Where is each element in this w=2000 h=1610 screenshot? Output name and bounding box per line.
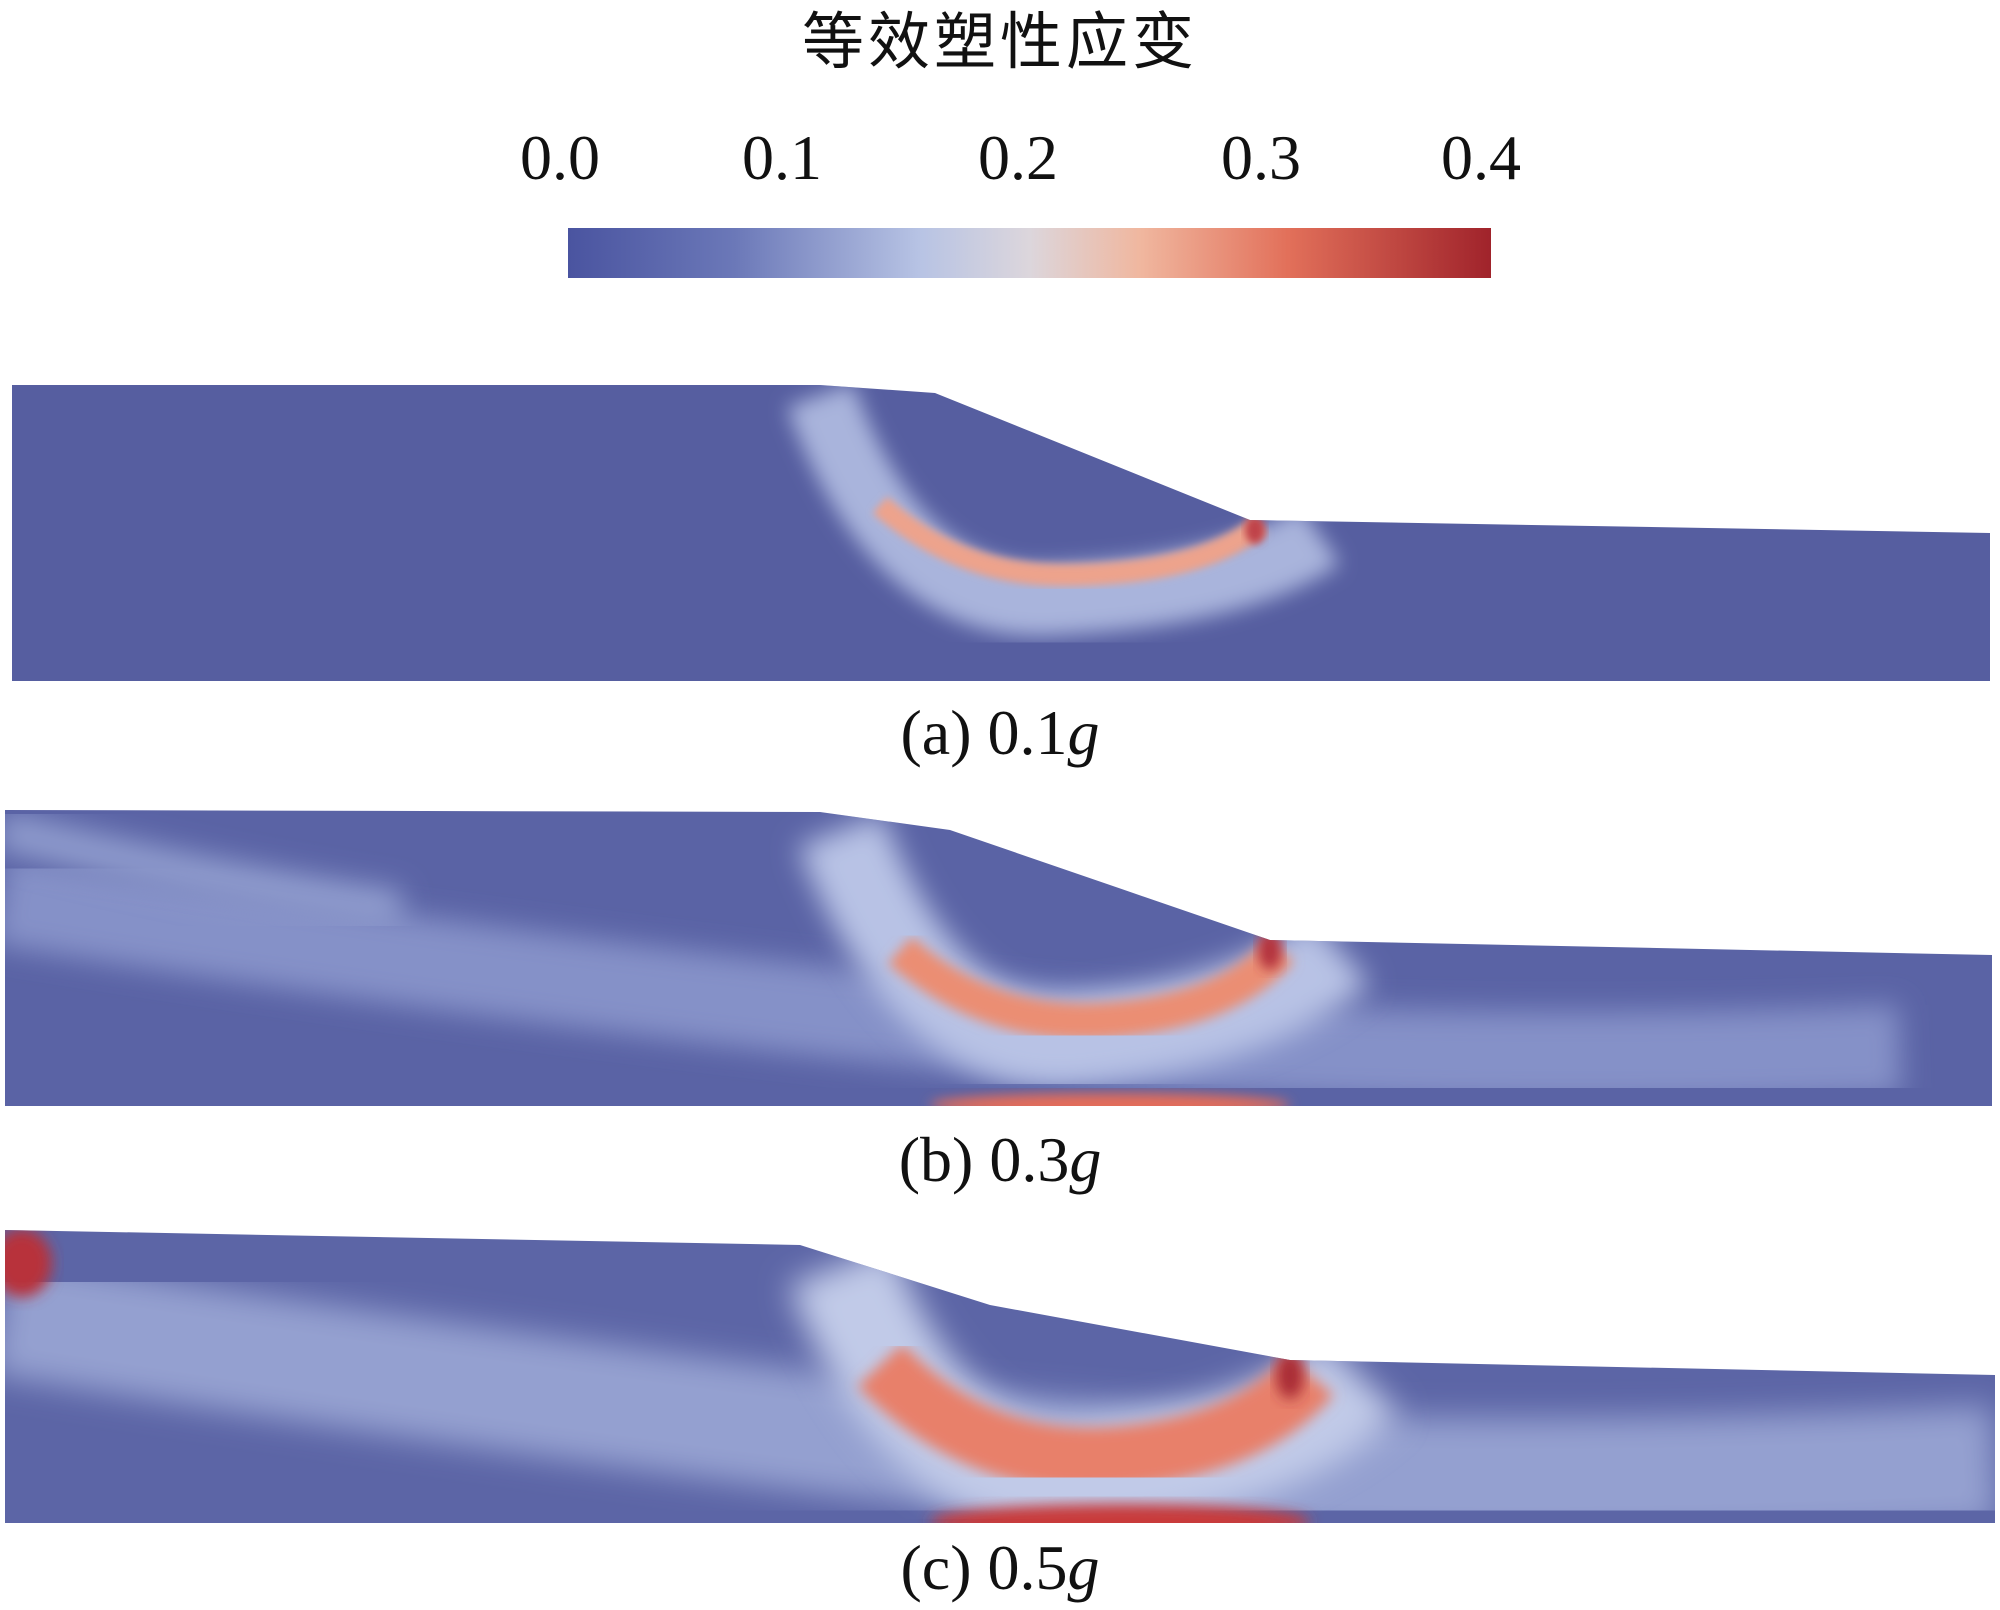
caption-b: (b) 0.3g — [0, 1120, 2000, 1200]
colorbar-tick-2: 0.2 — [978, 122, 1058, 193]
colorbar-tick-0: 0.0 — [520, 122, 600, 193]
colorbar-tick-3: 0.3 — [1221, 122, 1301, 193]
caption-b-label: (b) 0.3 — [898, 1124, 1070, 1195]
strain-panel-c — [0, 1225, 2000, 1530]
legend-title: 等效塑性应变 — [801, 5, 1198, 78]
caption-a: (a) 0.1g — [0, 693, 2000, 773]
colorbar — [568, 228, 1491, 278]
strain-panel-b — [0, 800, 2000, 1110]
caption-b-unit: g — [1069, 1124, 1102, 1195]
caption-c-label: (c) 0.5 — [900, 1532, 1068, 1603]
colorbar-tick-4: 0.4 — [1441, 122, 1521, 193]
caption-c: (c) 0.5g — [0, 1528, 2000, 1608]
caption-a-label: (a) 0.1 — [900, 697, 1068, 768]
caption-a-unit: g — [1067, 697, 1100, 768]
colorbar-tick-1: 0.1 — [742, 122, 822, 193]
strain-panel-a — [0, 375, 2000, 695]
caption-c-unit: g — [1067, 1532, 1100, 1603]
